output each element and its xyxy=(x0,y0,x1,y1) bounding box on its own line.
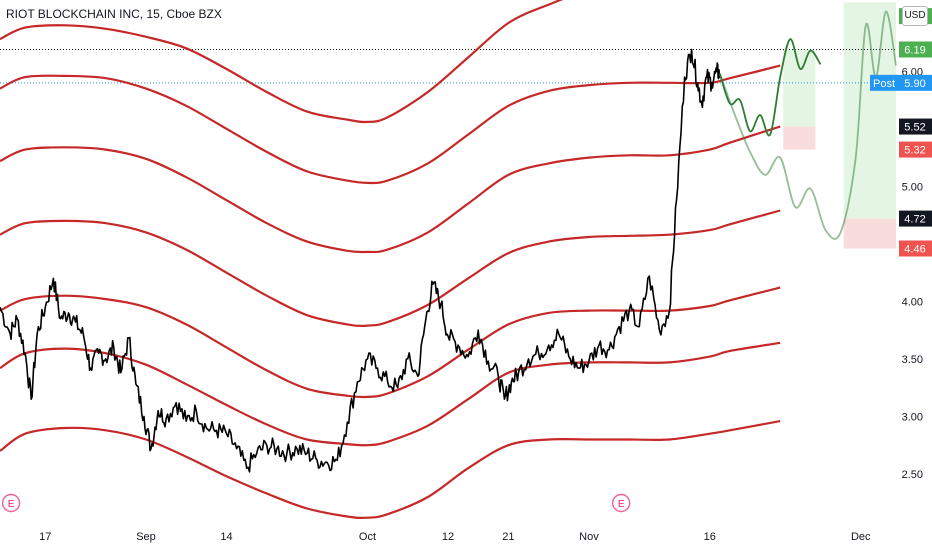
y-tick-label: 4.00 xyxy=(902,296,923,308)
band-line-3 xyxy=(0,125,781,254)
price-tag-text: Post xyxy=(873,78,895,90)
y-tick-label: 5.00 xyxy=(902,181,923,193)
loss-zone-2 xyxy=(843,218,896,249)
projection-line-1 xyxy=(718,38,822,137)
earnings-marker-circle xyxy=(611,493,631,513)
price-label-text: 4.46 xyxy=(904,243,925,255)
price-label-stop: 4.46 xyxy=(899,240,932,257)
price-label-stop: 5.32 xyxy=(899,141,932,158)
x-tick-label: 12 xyxy=(442,531,454,543)
x-tick-label: Sep xyxy=(136,531,156,543)
price-label-box xyxy=(899,74,932,91)
earnings-marker[interactable]: E xyxy=(611,493,631,513)
band-line-7 xyxy=(0,420,781,520)
price-label-text: 5.90 xyxy=(904,78,925,90)
price-label-last: 5.52 xyxy=(899,118,932,135)
x-tick-label: Nov xyxy=(579,531,599,543)
band-line-1 xyxy=(0,0,564,124)
earnings-marker[interactable]: E xyxy=(1,493,21,513)
y-tick-label: 2.50 xyxy=(902,469,923,481)
price-tag-box xyxy=(870,74,899,91)
chart-title: RIOT BLOCKCHAIN INC, 15, Cboe BZX xyxy=(6,7,222,21)
price-label-box xyxy=(899,41,932,58)
price-label-box xyxy=(899,240,932,257)
price-label-box xyxy=(899,118,932,135)
x-tick-label: 21 xyxy=(502,531,514,543)
earnings-marker-label: E xyxy=(8,499,15,510)
loss-zone-1 xyxy=(783,126,816,150)
band-line-6 xyxy=(0,341,781,447)
x-tick-label: 14 xyxy=(220,531,232,543)
price-label-box xyxy=(899,141,932,158)
x-tick-label: 17 xyxy=(39,531,51,543)
earnings-marker-circle xyxy=(1,493,21,513)
x-tick-label: 16 xyxy=(704,531,716,543)
x-tick-label: Oct xyxy=(359,531,376,543)
price-label-text: 5.52 xyxy=(904,122,925,134)
y-tick-label: 3.50 xyxy=(902,354,923,366)
price-label-text: 4.72 xyxy=(904,214,925,226)
price-line xyxy=(0,48,721,473)
earnings-marker-label: E xyxy=(618,499,625,510)
band-line-4 xyxy=(0,209,781,327)
price-label-last: 4.72 xyxy=(899,210,932,227)
price-label-target: 6.19 xyxy=(899,41,932,58)
x-tick-label: Dec xyxy=(851,531,871,543)
price-label-text: 5.32 xyxy=(904,145,925,157)
y-tick-label: 3.00 xyxy=(902,411,923,423)
band-line-2 xyxy=(0,64,781,185)
profit-zone-1 xyxy=(783,49,816,127)
band-line-5 xyxy=(0,286,781,399)
currency-button[interactable]: USD xyxy=(902,6,928,26)
price-label-post: 5.90 Post xyxy=(870,74,932,91)
price-label-box xyxy=(899,210,932,227)
price-label-text: 6.19 xyxy=(904,44,925,56)
